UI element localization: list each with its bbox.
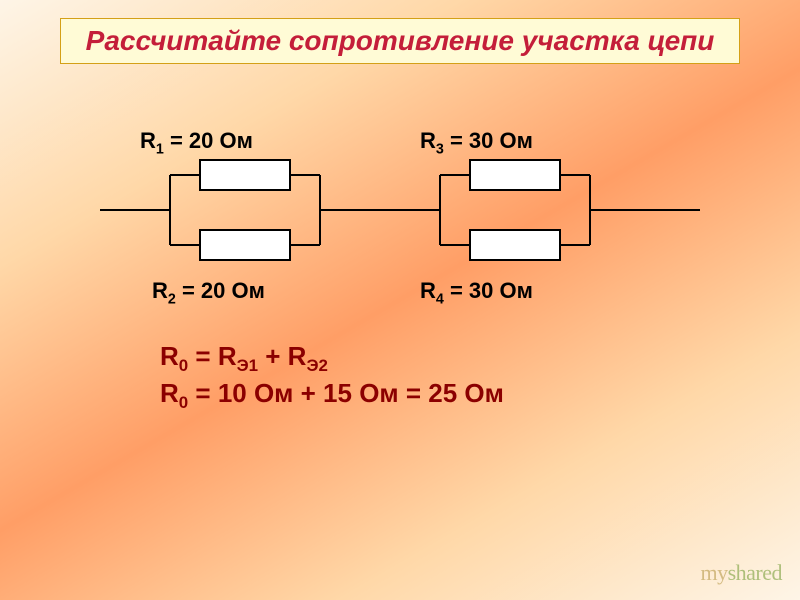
resistor-label: R1 = 20 Ом bbox=[140, 128, 253, 157]
slide-root: Рассчитайте сопротивление участка цепи R… bbox=[0, 0, 800, 600]
formula-line: R0 = RЭ1 + RЭ2 bbox=[160, 340, 504, 377]
watermark-part1: my bbox=[700, 560, 727, 585]
resistor-label: R4 = 30 Ом bbox=[420, 278, 533, 307]
resistor-label: R2 = 20 Ом bbox=[152, 278, 265, 307]
watermark-part2: shared bbox=[728, 560, 782, 585]
resistor-label: R3 = 30 Ом bbox=[420, 128, 533, 157]
formula-block: R0 = RЭ1 + RЭ2R0 = 10 Ом + 15 Ом = 25 Ом bbox=[160, 340, 504, 414]
watermark: myshared bbox=[700, 560, 782, 586]
circuit-diagram bbox=[0, 0, 800, 600]
formula-line: R0 = 10 Ом + 15 Ом = 25 Ом bbox=[160, 377, 504, 414]
